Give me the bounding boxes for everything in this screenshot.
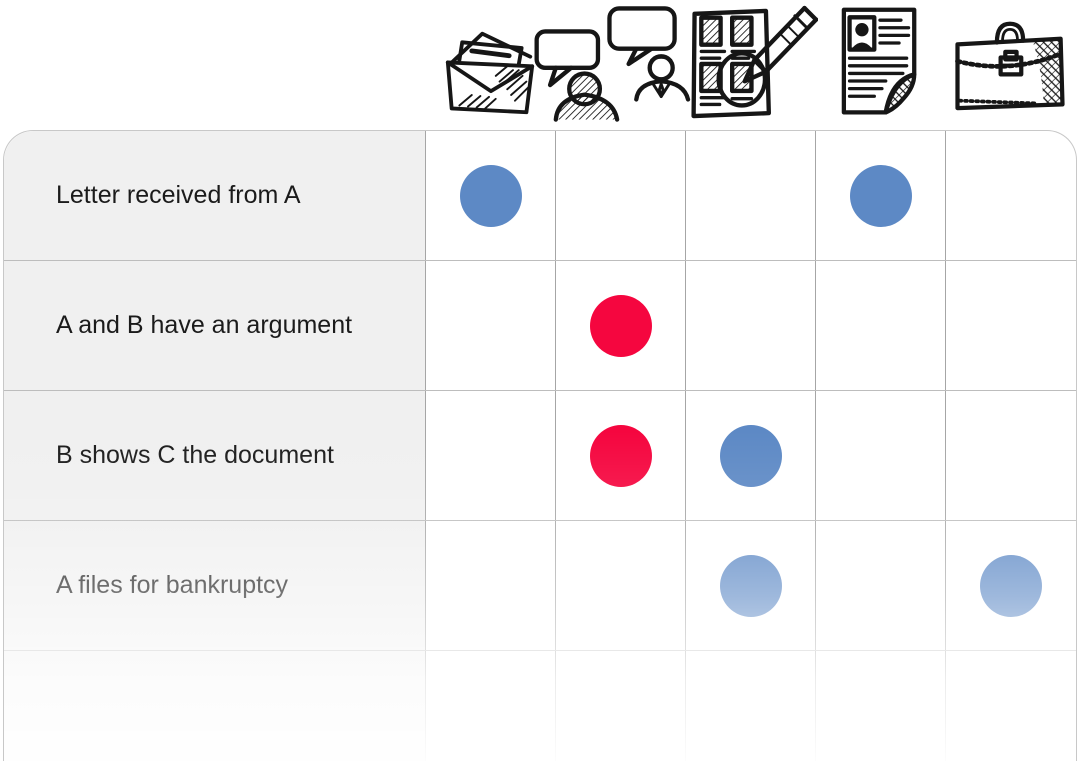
- blue-dot[interactable]: [719, 554, 782, 617]
- matrix-cell[interactable]: [686, 261, 816, 390]
- matrix-cell[interactable]: [556, 131, 686, 260]
- matrix-cell[interactable]: [946, 391, 1076, 520]
- matrix-cell[interactable]: [426, 131, 556, 260]
- row-label: Letter received from A: [4, 131, 426, 260]
- row-label: [4, 651, 426, 761]
- matrix-cell[interactable]: [686, 521, 816, 650]
- row-label: A files for bankruptcy: [4, 521, 426, 650]
- column-header-document-review: [685, 0, 818, 126]
- blue-dot[interactable]: [849, 164, 912, 227]
- matrix-cell[interactable]: [946, 521, 1076, 650]
- matrix-cell[interactable]: [426, 521, 556, 650]
- matrix-cell[interactable]: [946, 651, 1076, 761]
- column-header-profile-document: [815, 0, 945, 126]
- envelope-icon: [445, 31, 535, 115]
- matrix-cell[interactable]: [946, 131, 1076, 260]
- matrix-row: B shows C the document: [4, 391, 1076, 521]
- column-header-letter: [425, 0, 555, 126]
- matrix-cell[interactable]: [686, 391, 816, 520]
- document-review-icon: [690, 5, 818, 119]
- column-header-briefcase: [945, 0, 1075, 126]
- matrix-cell[interactable]: [556, 261, 686, 390]
- matrix-cell[interactable]: [426, 391, 556, 520]
- matrix-cell[interactable]: [556, 391, 686, 520]
- matrix-cell[interactable]: [816, 261, 946, 390]
- matrix-cell[interactable]: [426, 651, 556, 761]
- matrix-cell[interactable]: [816, 521, 946, 650]
- row-label: A and B have an argument: [4, 261, 426, 390]
- blue-dot[interactable]: [980, 554, 1042, 617]
- matrix-cell[interactable]: [816, 651, 946, 761]
- briefcase-icon: [955, 21, 1065, 111]
- blue-dot[interactable]: [719, 424, 782, 487]
- row-label: B shows C the document: [4, 391, 426, 520]
- red-dot[interactable]: [589, 424, 652, 487]
- matrix-cell[interactable]: [686, 131, 816, 260]
- blue-dot[interactable]: [459, 164, 522, 227]
- matrix-row: [4, 651, 1076, 761]
- matrix-cell[interactable]: [946, 261, 1076, 390]
- red-dot[interactable]: [589, 294, 652, 357]
- matrix-cell[interactable]: [686, 651, 816, 761]
- column-header-conversation: [534, 0, 691, 126]
- matrix-cell[interactable]: [816, 391, 946, 520]
- matrix-cell[interactable]: [816, 131, 946, 260]
- profile-document-icon: [841, 7, 917, 115]
- matrix-row: A files for bankruptcy: [4, 521, 1076, 651]
- matrix-row: Letter received from A: [4, 131, 1076, 261]
- matrix-cell[interactable]: [556, 651, 686, 761]
- column-header-icons: [425, 0, 1075, 126]
- conversation-icon: [534, 6, 691, 122]
- matrix-cell[interactable]: [426, 261, 556, 390]
- matrix-cell[interactable]: [556, 521, 686, 650]
- matrix-row: A and B have an argument: [4, 261, 1076, 391]
